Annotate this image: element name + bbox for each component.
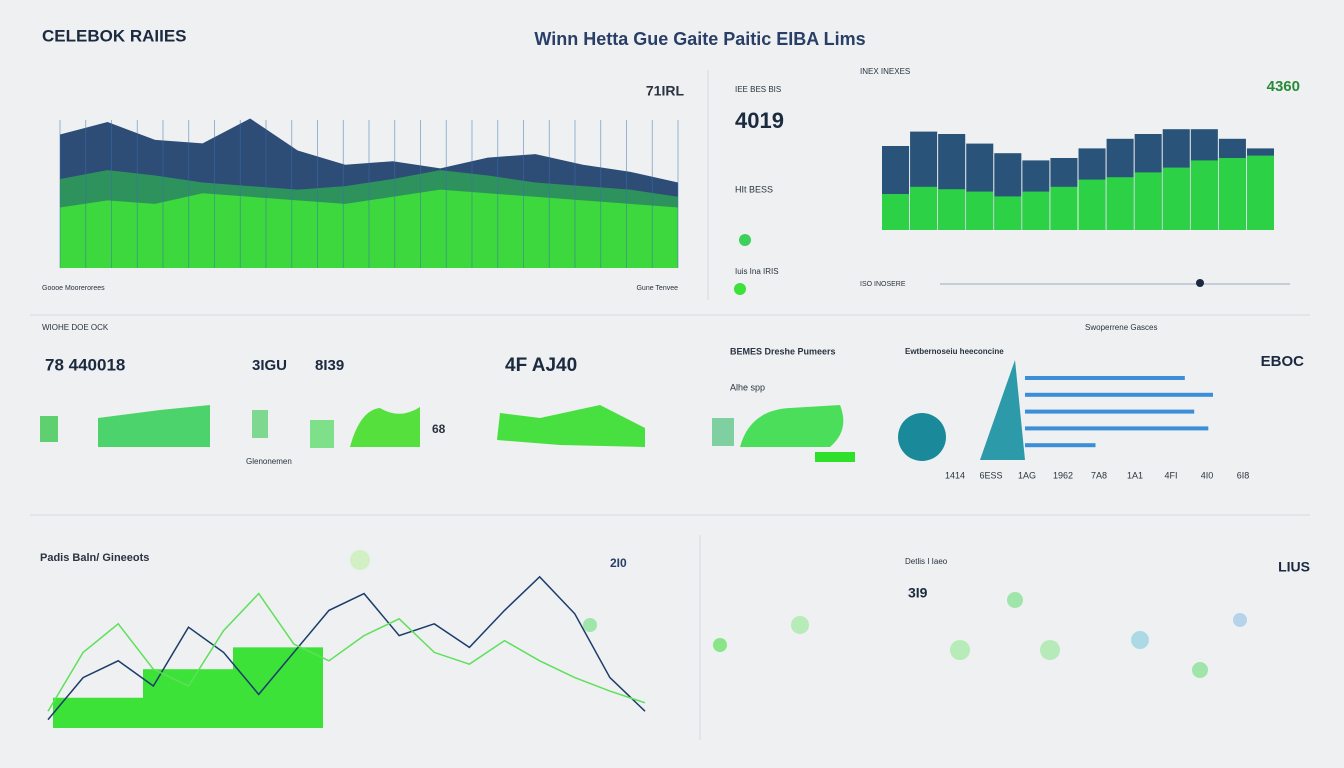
- bar: [143, 669, 233, 728]
- label: Iuis Ina IRIS: [735, 267, 779, 276]
- label: Gune Tenvee: [636, 285, 678, 292]
- kpi-value: 4019: [735, 108, 784, 133]
- bar: [1025, 409, 1195, 414]
- bar: [1025, 443, 1096, 448]
- line: [47, 575, 646, 721]
- kpi-value: 2I0: [610, 556, 627, 570]
- bar: [1162, 167, 1190, 230]
- bar: [994, 196, 1022, 230]
- axis-label: 1414: [945, 470, 965, 480]
- label: Ewtbernoseiu heeconcine: [905, 347, 1004, 356]
- label: BEMES Dreshe Pumeers: [730, 346, 836, 356]
- page-title: Winn Hetta Gue Gaite Paitic EIBA Lims: [534, 29, 865, 49]
- dot: [739, 234, 751, 246]
- brand: CELEBOK RAIIES: [42, 26, 187, 45]
- scatter-blobs: [350, 550, 1247, 678]
- axis-label: 1AG: [1018, 470, 1036, 480]
- bar: [53, 697, 143, 728]
- axis-label: 4I0: [1201, 470, 1214, 480]
- line: [47, 592, 646, 712]
- bar: [1025, 392, 1213, 397]
- bar: [1134, 172, 1162, 230]
- bar: [1050, 186, 1078, 230]
- label: 68: [432, 422, 446, 436]
- dot: [734, 283, 746, 295]
- label: Glenonemen: [246, 457, 292, 466]
- label: Alhe spp: [730, 382, 765, 392]
- charts: 1414 6ESS 1AG 1962 7A8 1A1 4FI 4I0 6I8: [47, 118, 1274, 728]
- kpi-value: 4F AJ40: [505, 355, 577, 376]
- bar: [938, 189, 966, 230]
- label: INEX INEXES: [860, 67, 910, 76]
- bar: [1025, 376, 1185, 380]
- bar: [1025, 426, 1209, 431]
- axis-label: 7A8: [1091, 470, 1107, 480]
- label: Swoperrene Gasces: [1085, 323, 1157, 332]
- separators: [30, 70, 1310, 740]
- green-shapes: [40, 405, 855, 462]
- bar: [1246, 155, 1274, 230]
- kpi-value: 8I39: [315, 357, 344, 374]
- bar: [1106, 177, 1134, 230]
- axis-label: 6ESS: [979, 470, 1002, 480]
- bar: [1218, 158, 1246, 230]
- axis-label: 4FI: [1164, 470, 1177, 480]
- bar: [966, 191, 994, 230]
- bar: [1022, 191, 1050, 230]
- bar: [882, 194, 910, 230]
- axis-label: 6I8: [1237, 470, 1250, 480]
- label: Padis Baln/ Gineeots: [40, 552, 149, 564]
- axis-label: 1962: [1053, 470, 1073, 480]
- kpi-value: 4360: [1267, 78, 1300, 95]
- bar: [1190, 160, 1218, 230]
- label: Detlis I Iaeo: [905, 557, 948, 566]
- bar: [1078, 179, 1106, 230]
- slider-knob: [1196, 279, 1204, 287]
- kpi-value: LIUS: [1278, 559, 1310, 575]
- kpi-value: 3I9: [908, 585, 928, 601]
- label: WIOHE DOE OCK: [42, 323, 109, 332]
- kpi-value: 78 440018: [45, 355, 125, 374]
- label: 71IRL: [646, 83, 685, 99]
- bar: [910, 186, 938, 230]
- kpi-value: 3IGU: [252, 357, 287, 374]
- label: Goooe Moorerorees: [42, 285, 105, 292]
- label: ISO INOSERE: [860, 281, 906, 288]
- axis-label: 1A1: [1127, 470, 1143, 480]
- label: IEE BES BIS: [735, 85, 781, 94]
- bar: [233, 647, 323, 728]
- kpi-value: EBOC: [1261, 353, 1305, 370]
- donut: [898, 413, 946, 461]
- label: HIt BESS: [735, 184, 773, 194]
- shape: [980, 360, 1025, 460]
